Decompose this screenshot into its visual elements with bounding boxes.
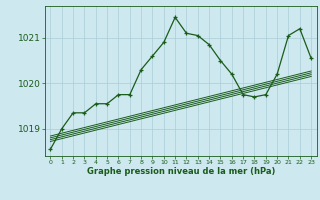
X-axis label: Graphe pression niveau de la mer (hPa): Graphe pression niveau de la mer (hPa) [87, 167, 275, 176]
